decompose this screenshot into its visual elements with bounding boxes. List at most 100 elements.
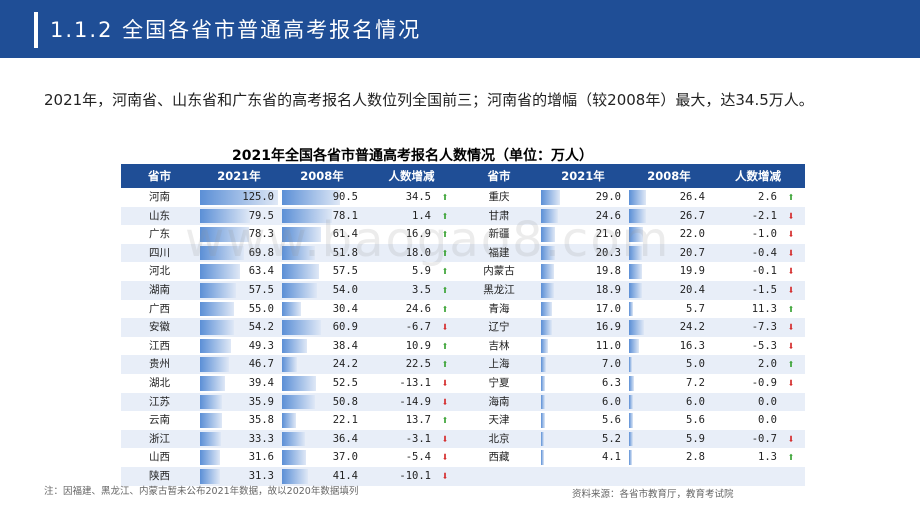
change-value-left: -13.1 xyxy=(399,376,431,389)
value-2021-right: 7.0 xyxy=(602,358,621,371)
change-value-left: 5.9 xyxy=(412,265,431,278)
bar-2021-left xyxy=(200,227,249,242)
bar-2021-left xyxy=(200,208,250,224)
value-2008-right: 5.0 xyxy=(686,358,705,371)
province-cell-right: 西藏 xyxy=(488,451,510,464)
value-2008-left: 37.0 xyxy=(332,451,358,464)
table-row: 湖北 39.4 52.5 -13.1 ⬇ 宁夏 6.3 7.2 -0.9 ⬇ xyxy=(121,374,805,393)
province-cell-left: 陕西 xyxy=(149,469,170,482)
bar-2008-right xyxy=(629,450,632,465)
arrow-down-icon: ⬇ xyxy=(787,227,795,242)
change-value-right: -0.9 xyxy=(751,376,777,389)
province-cell-right: 宁夏 xyxy=(488,376,510,389)
value-2008-right: 2.8 xyxy=(686,451,705,464)
change-value-right: -7.3 xyxy=(751,321,777,334)
value-2021-left: 125.0 xyxy=(242,191,274,203)
value-2021-left: 78.3 xyxy=(248,228,274,241)
arrow-down-icon: ⬇ xyxy=(787,375,795,390)
header-2021-right: 2021年 xyxy=(561,169,605,183)
bar-2008-left xyxy=(282,264,319,279)
value-2021-right: 21.0 xyxy=(595,228,621,241)
change-value-left: 13.7 xyxy=(405,414,431,427)
bar-2008-left xyxy=(282,431,306,447)
change-value-right: 2.6 xyxy=(758,191,777,203)
bar-2021-right xyxy=(541,245,555,261)
bar-2021-left xyxy=(200,301,235,317)
value-2008-right: 5.7 xyxy=(686,302,705,315)
value-2021-left: 33.3 xyxy=(248,432,274,445)
header-2008-right: 2008年 xyxy=(647,169,691,183)
bar-2021-right xyxy=(541,431,545,447)
value-2021-left: 55.0 xyxy=(248,302,274,315)
table-row: 浙江 33.3 36.4 -3.1 ⬇ 北京 5.2 5.9 -0.7 ⬇ xyxy=(121,429,805,449)
bar-2021-left xyxy=(200,190,278,205)
bar-2021-left xyxy=(200,245,244,261)
value-2008-right: 24.2 xyxy=(679,321,705,334)
arrow-down-icon: ⬇ xyxy=(441,320,449,335)
table-row: 贵州 46.7 24.2 22.5 ⬆ 上海 7.0 5.0 2.0 ⬆ xyxy=(121,355,805,374)
change-value-right: -5.3 xyxy=(751,339,777,352)
bar-2021-right xyxy=(541,357,546,372)
header-province-left: 省市 xyxy=(148,169,171,183)
bar-2021-left xyxy=(200,320,234,335)
value-2008-left: 50.8 xyxy=(332,395,358,408)
table-row: 河北 63.4 57.5 5.9 ⬆ 内蒙古 19.8 19.9 -0.1 ⬇ xyxy=(121,262,805,281)
value-2021-right: 20.3 xyxy=(595,246,621,259)
value-2021-left: 31.3 xyxy=(248,469,274,482)
title-accent-bar xyxy=(34,12,38,48)
bar-2008-right xyxy=(629,357,633,372)
bar-2021-left xyxy=(200,338,231,354)
arrow-up-icon: ⬆ xyxy=(787,357,795,372)
bar-2008-right xyxy=(629,264,642,279)
bar-2008-right xyxy=(629,413,633,428)
bar-2008-right xyxy=(629,301,633,317)
province-cell-left: 江苏 xyxy=(149,395,170,408)
value-2008-right: 5.6 xyxy=(686,414,705,427)
value-2008-right: 22.0 xyxy=(679,228,705,241)
bar-2008-left xyxy=(282,375,316,391)
bar-2008-right xyxy=(629,375,634,391)
change-value-left: -10.1 xyxy=(399,469,431,482)
province-cell-right: 内蒙古 xyxy=(483,265,515,278)
change-value-left: 18.0 xyxy=(405,246,431,259)
value-2021-left: 69.8 xyxy=(248,246,274,259)
province-cell-right: 新疆 xyxy=(488,228,510,241)
arrow-down-icon: ⬇ xyxy=(441,468,449,483)
arrow-down-icon: ⬇ xyxy=(787,431,795,446)
arrow-up-icon: ⬆ xyxy=(787,301,795,316)
change-value-right: 2.0 xyxy=(758,358,777,371)
value-2008-left: 61.4 xyxy=(332,228,358,241)
value-2021-left: 79.5 xyxy=(248,209,274,222)
arrow-down-icon: ⬇ xyxy=(441,394,449,409)
arrow-up-icon: ⬆ xyxy=(787,190,795,204)
value-2021-left: 39.4 xyxy=(248,376,274,389)
value-2008-left: 52.5 xyxy=(332,376,358,389)
bar-2008-right xyxy=(629,208,647,224)
value-2021-left: 54.2 xyxy=(248,321,274,334)
value-2021-left: 35.8 xyxy=(248,414,274,427)
value-2008-right: 19.9 xyxy=(679,265,705,278)
bar-2021-left xyxy=(200,375,225,391)
arrow-up-icon: ⬆ xyxy=(441,413,449,428)
table-body: 河南 125.0 90.5 34.5 ⬆ 重庆 29.0 26.4 2.6 ⬆ 山东 79.5 78.1… xyxy=(121,188,805,486)
value-2021-right: 18.9 xyxy=(595,283,621,296)
bar-2008-left xyxy=(282,282,317,298)
bar-2008-left xyxy=(282,338,307,354)
change-value-right: -0.7 xyxy=(751,432,777,445)
arrow-down-icon: ⬇ xyxy=(441,431,449,446)
bar-2021-right xyxy=(541,190,561,205)
province-cell-right: 黑龙江 xyxy=(483,283,515,296)
table-row: 河南 125.0 90.5 34.5 ⬆ 重庆 29.0 26.4 2.6 ⬆ xyxy=(121,188,805,207)
bar-2008-right xyxy=(629,245,643,261)
arrow-down-icon: ⬇ xyxy=(787,245,795,260)
source-note: 资料来源：各省市教育厅，教育考试院 xyxy=(572,489,734,500)
bar-2008-left xyxy=(282,413,297,428)
bar-2008-left xyxy=(282,468,309,484)
bar-2021-right xyxy=(541,375,546,391)
province-cell-right: 辽宁 xyxy=(488,321,510,334)
value-2008-left: 90.5 xyxy=(332,191,358,203)
table-row: 湖南 57.5 54.0 3.5 ⬆ 黑龙江 18.9 20.4 -1.5 ⬇ xyxy=(121,280,805,300)
change-value-left: -5.4 xyxy=(405,451,431,464)
bar-2021-left xyxy=(200,282,236,298)
arrow-up-icon: ⬆ xyxy=(441,190,449,204)
